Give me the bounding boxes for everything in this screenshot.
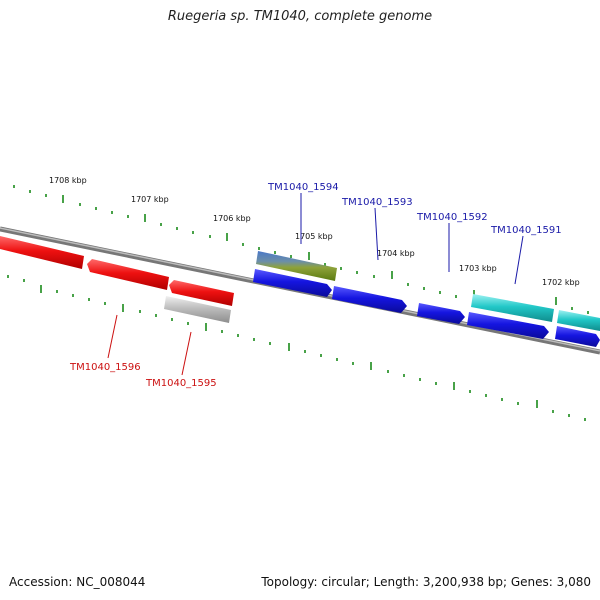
label-leaders — [107, 193, 524, 376]
gene-feature-red[interactable] — [169, 280, 234, 306]
gene-label-tm1040-1596[interactable]: TM1040_1596 — [69, 362, 141, 373]
gene-feature-cyan[interactable] — [471, 294, 554, 322]
tick-label-1705: 1705 kbp — [295, 232, 333, 241]
gene-label-tm1040-1593[interactable]: TM1040_1593 — [341, 197, 413, 208]
tick-label-1707: 1707 kbp — [131, 195, 169, 204]
accession-text: Accession: NC_008044 — [9, 575, 146, 589]
tick-label-1704: 1704 kbp — [377, 249, 415, 258]
inner-tick-track — [7, 275, 586, 421]
gene-feature-red[interactable] — [0, 236, 84, 269]
forward-strand-genes — [253, 251, 600, 347]
gene-feature-striped[interactable] — [256, 251, 337, 281]
gene-feature-blue[interactable] — [467, 312, 549, 339]
gene-feature-cyan[interactable] — [557, 310, 600, 331]
tick-label-1708: 1708 kbp — [49, 176, 87, 185]
tick-labels: 1708 kbp 1707 kbp 1706 kbp 1705 kbp 1704… — [49, 176, 580, 287]
tick-label-1703: 1703 kbp — [459, 264, 497, 273]
gene-feature-pseudo[interactable] — [164, 296, 231, 323]
gene-label-tm1040-1595[interactable]: TM1040_1595 — [145, 378, 217, 389]
map-title: Ruegeria sp. TM1040, complete genome — [167, 9, 433, 24]
gene-feature-red[interactable] — [87, 259, 169, 290]
gene-label-tm1040-1594[interactable]: TM1040_1594 — [267, 182, 339, 193]
tick-label-1706: 1706 kbp — [213, 214, 251, 223]
gene-feature-blue[interactable] — [253, 269, 332, 297]
gene-feature-blue[interactable] — [417, 303, 465, 324]
gene-feature-blue[interactable] — [332, 286, 407, 313]
gene-feature-blue[interactable] — [555, 326, 600, 347]
tick-label-1702: 1702 kbp — [542, 278, 580, 287]
reverse-strand-genes — [0, 236, 234, 323]
gene-label-tm1040-1591[interactable]: TM1040_1591 — [490, 225, 562, 236]
gene-label-tm1040-1592[interactable]: TM1040_1592 — [416, 212, 488, 223]
gene-labels: TM1040_1594 TM1040_1593 TM1040_1592 TM10… — [69, 182, 562, 389]
genome-summary-text: Topology: circular; Length: 3,200,938 bp… — [261, 575, 591, 589]
